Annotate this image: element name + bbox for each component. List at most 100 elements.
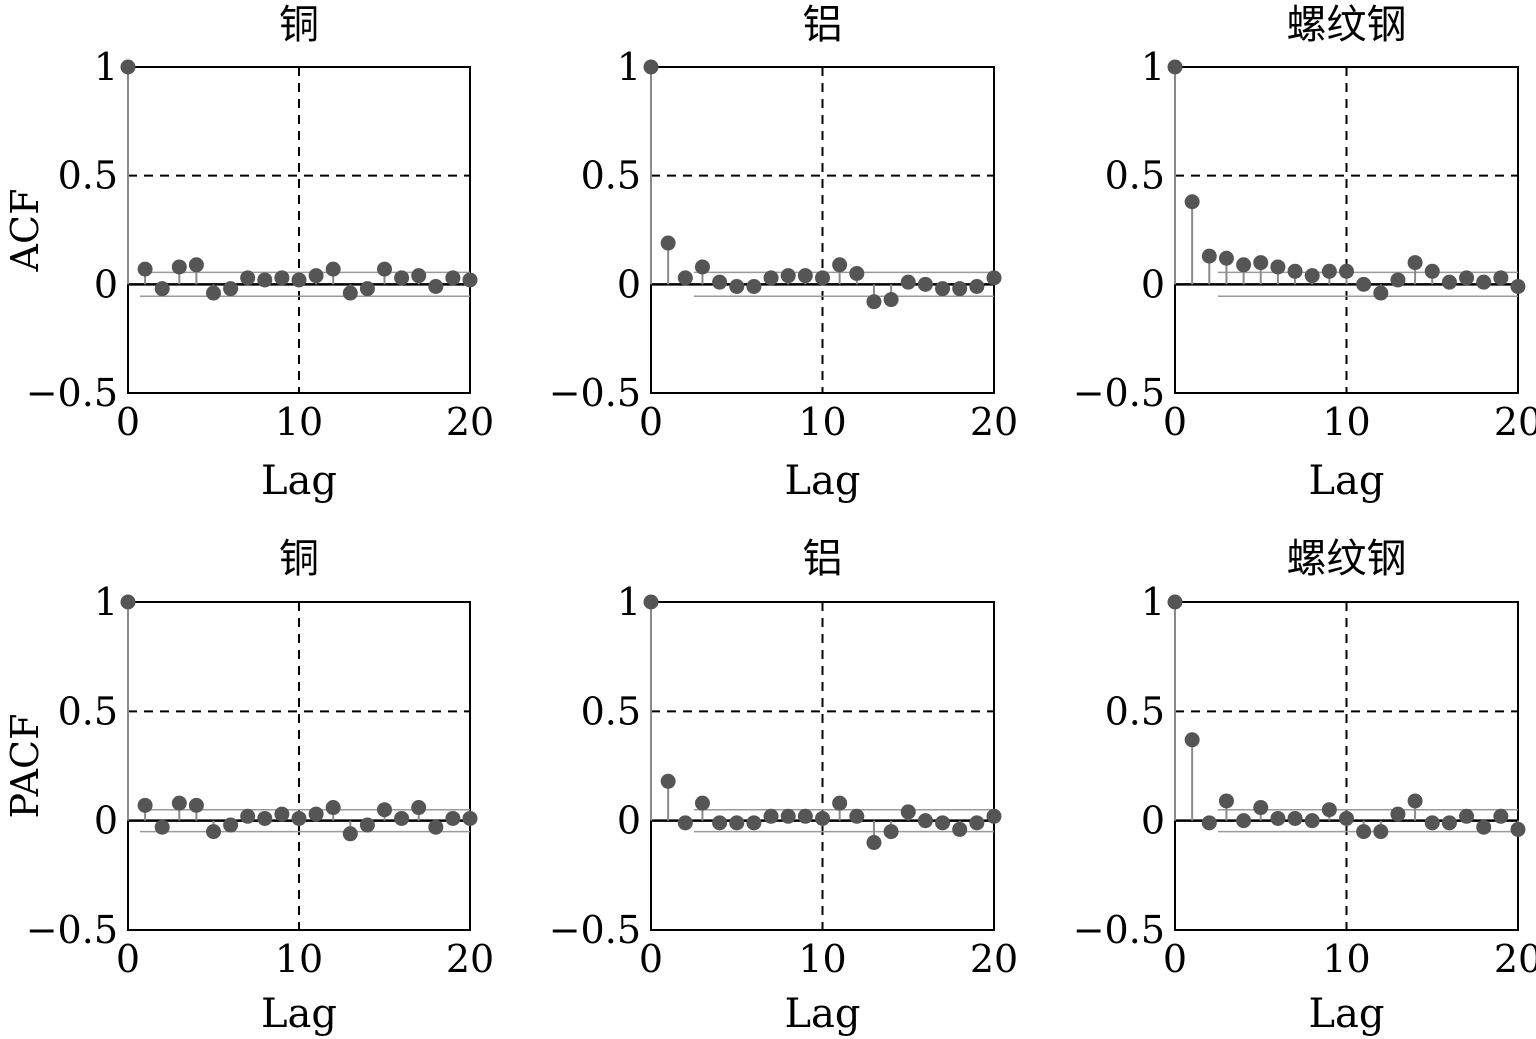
point-lag-10: [291, 810, 307, 826]
point-lag-17: [411, 268, 427, 284]
point-lag-20: [986, 270, 1002, 286]
point-lag-17: [935, 281, 951, 297]
chart-title: 铜: [279, 536, 319, 582]
point-lag-3: [171, 259, 187, 275]
point-lag-19: [1493, 270, 1509, 286]
y-tick-label: 1: [94, 580, 118, 624]
point-lag-15: [900, 274, 916, 290]
point-lag-10: [815, 270, 830, 286]
y-tick-label: −0.5: [1073, 908, 1165, 952]
point-lag-8: [1304, 268, 1320, 284]
point-lag-19: [969, 279, 985, 295]
x-axis-label: Lag: [1308, 458, 1384, 504]
point-lag-12: [849, 808, 865, 824]
chart-title: 铜: [279, 2, 319, 48]
y-tick-label: −0.5: [549, 371, 641, 415]
x-tick-label: 20: [1494, 937, 1536, 981]
y-tick-label: 0: [617, 799, 641, 843]
point-lag-18: [428, 819, 444, 835]
point-lag-5: [729, 279, 745, 295]
point-lag-10: [1339, 810, 1354, 826]
point-lag-6: [1270, 810, 1286, 826]
point-lag-4: [712, 815, 728, 831]
point-lag-8: [780, 268, 796, 284]
point-lag-19: [969, 815, 985, 831]
point-lag-6: [746, 815, 762, 831]
point-lag-14: [883, 292, 899, 308]
y-tick-label: 1: [1141, 45, 1165, 89]
point-lag-5: [1253, 800, 1269, 816]
point-lag-18: [952, 281, 968, 297]
y-tick-label: 0: [1141, 262, 1165, 306]
point-lag-1: [1184, 732, 1200, 748]
y-tick-label: 0.5: [1105, 154, 1165, 198]
x-tick-label: 0: [639, 937, 663, 981]
x-tick-label: 20: [970, 400, 1018, 444]
y-tick-label: 0.5: [58, 154, 118, 198]
point-lag-9: [274, 806, 290, 822]
y-tick-label: 1: [94, 45, 118, 89]
point-lag-6: [1270, 259, 1286, 275]
point-lag-19: [445, 810, 461, 826]
point-lag-14: [359, 817, 375, 833]
point-lag-19: [1493, 808, 1509, 824]
point-lag-17: [1459, 808, 1475, 824]
point-lag-3: [694, 259, 710, 275]
point-lag-11: [1356, 276, 1372, 292]
y-tick-label: 0: [1141, 799, 1165, 843]
point-lag-20: [986, 808, 1002, 824]
chart-title: 螺纹钢: [1287, 2, 1407, 48]
y-tick-label: 0.5: [1105, 689, 1165, 733]
x-tick-label: 20: [1494, 400, 1536, 444]
point-lag-8: [257, 272, 273, 288]
point-lag-15: [377, 261, 392, 277]
point-lag-8: [257, 810, 273, 826]
x-tick-label: 0: [1163, 937, 1187, 981]
x-axis-label: Lag: [261, 458, 337, 504]
point-lag-14: [883, 824, 899, 840]
y-tick-label: 1: [617, 45, 641, 89]
point-lag-20: [462, 810, 478, 826]
point-lag-6: [223, 817, 239, 833]
point-lag-18: [1476, 274, 1492, 290]
point-lag-5: [206, 285, 221, 301]
point-lag-11: [308, 268, 324, 284]
point-lag-11: [832, 257, 848, 273]
x-axis-label: Lag: [261, 991, 337, 1037]
point-lag-7: [763, 270, 779, 286]
x-tick-label: 0: [116, 937, 140, 981]
point-lag-20: [1510, 279, 1526, 295]
point-lag-4: [188, 797, 204, 813]
point-lag-15: [1424, 263, 1440, 279]
point-lag-1: [660, 773, 676, 789]
point-lag-14: [1407, 255, 1423, 271]
point-lag-18: [1476, 819, 1492, 835]
chart-title: 铝: [803, 536, 843, 582]
y-axis-label: ACF: [3, 189, 47, 273]
point-lag-11: [832, 795, 848, 811]
point-lag-9: [274, 270, 290, 286]
point-lag-2: [677, 815, 693, 831]
point-lag-16: [394, 810, 410, 826]
point-lag-3: [1218, 250, 1234, 266]
point-lag-16: [917, 276, 933, 292]
point-lag-20: [1510, 821, 1526, 837]
y-tick-label: −0.5: [1073, 371, 1165, 415]
x-tick-label: 20: [446, 400, 494, 444]
point-lag-4: [1236, 813, 1252, 829]
point-lag-1: [137, 797, 153, 813]
point-lag-0: [120, 59, 136, 75]
point-lag-4: [188, 257, 204, 273]
point-lag-14: [359, 281, 375, 297]
y-tick-label: 0.5: [58, 689, 118, 733]
point-lag-7: [1287, 263, 1303, 279]
x-tick-label: 20: [970, 937, 1018, 981]
x-tick-label: 10: [275, 937, 323, 981]
point-lag-5: [1253, 255, 1269, 271]
point-lag-12: [1373, 824, 1389, 840]
point-lag-1: [660, 235, 676, 251]
point-lag-17: [1459, 270, 1475, 286]
